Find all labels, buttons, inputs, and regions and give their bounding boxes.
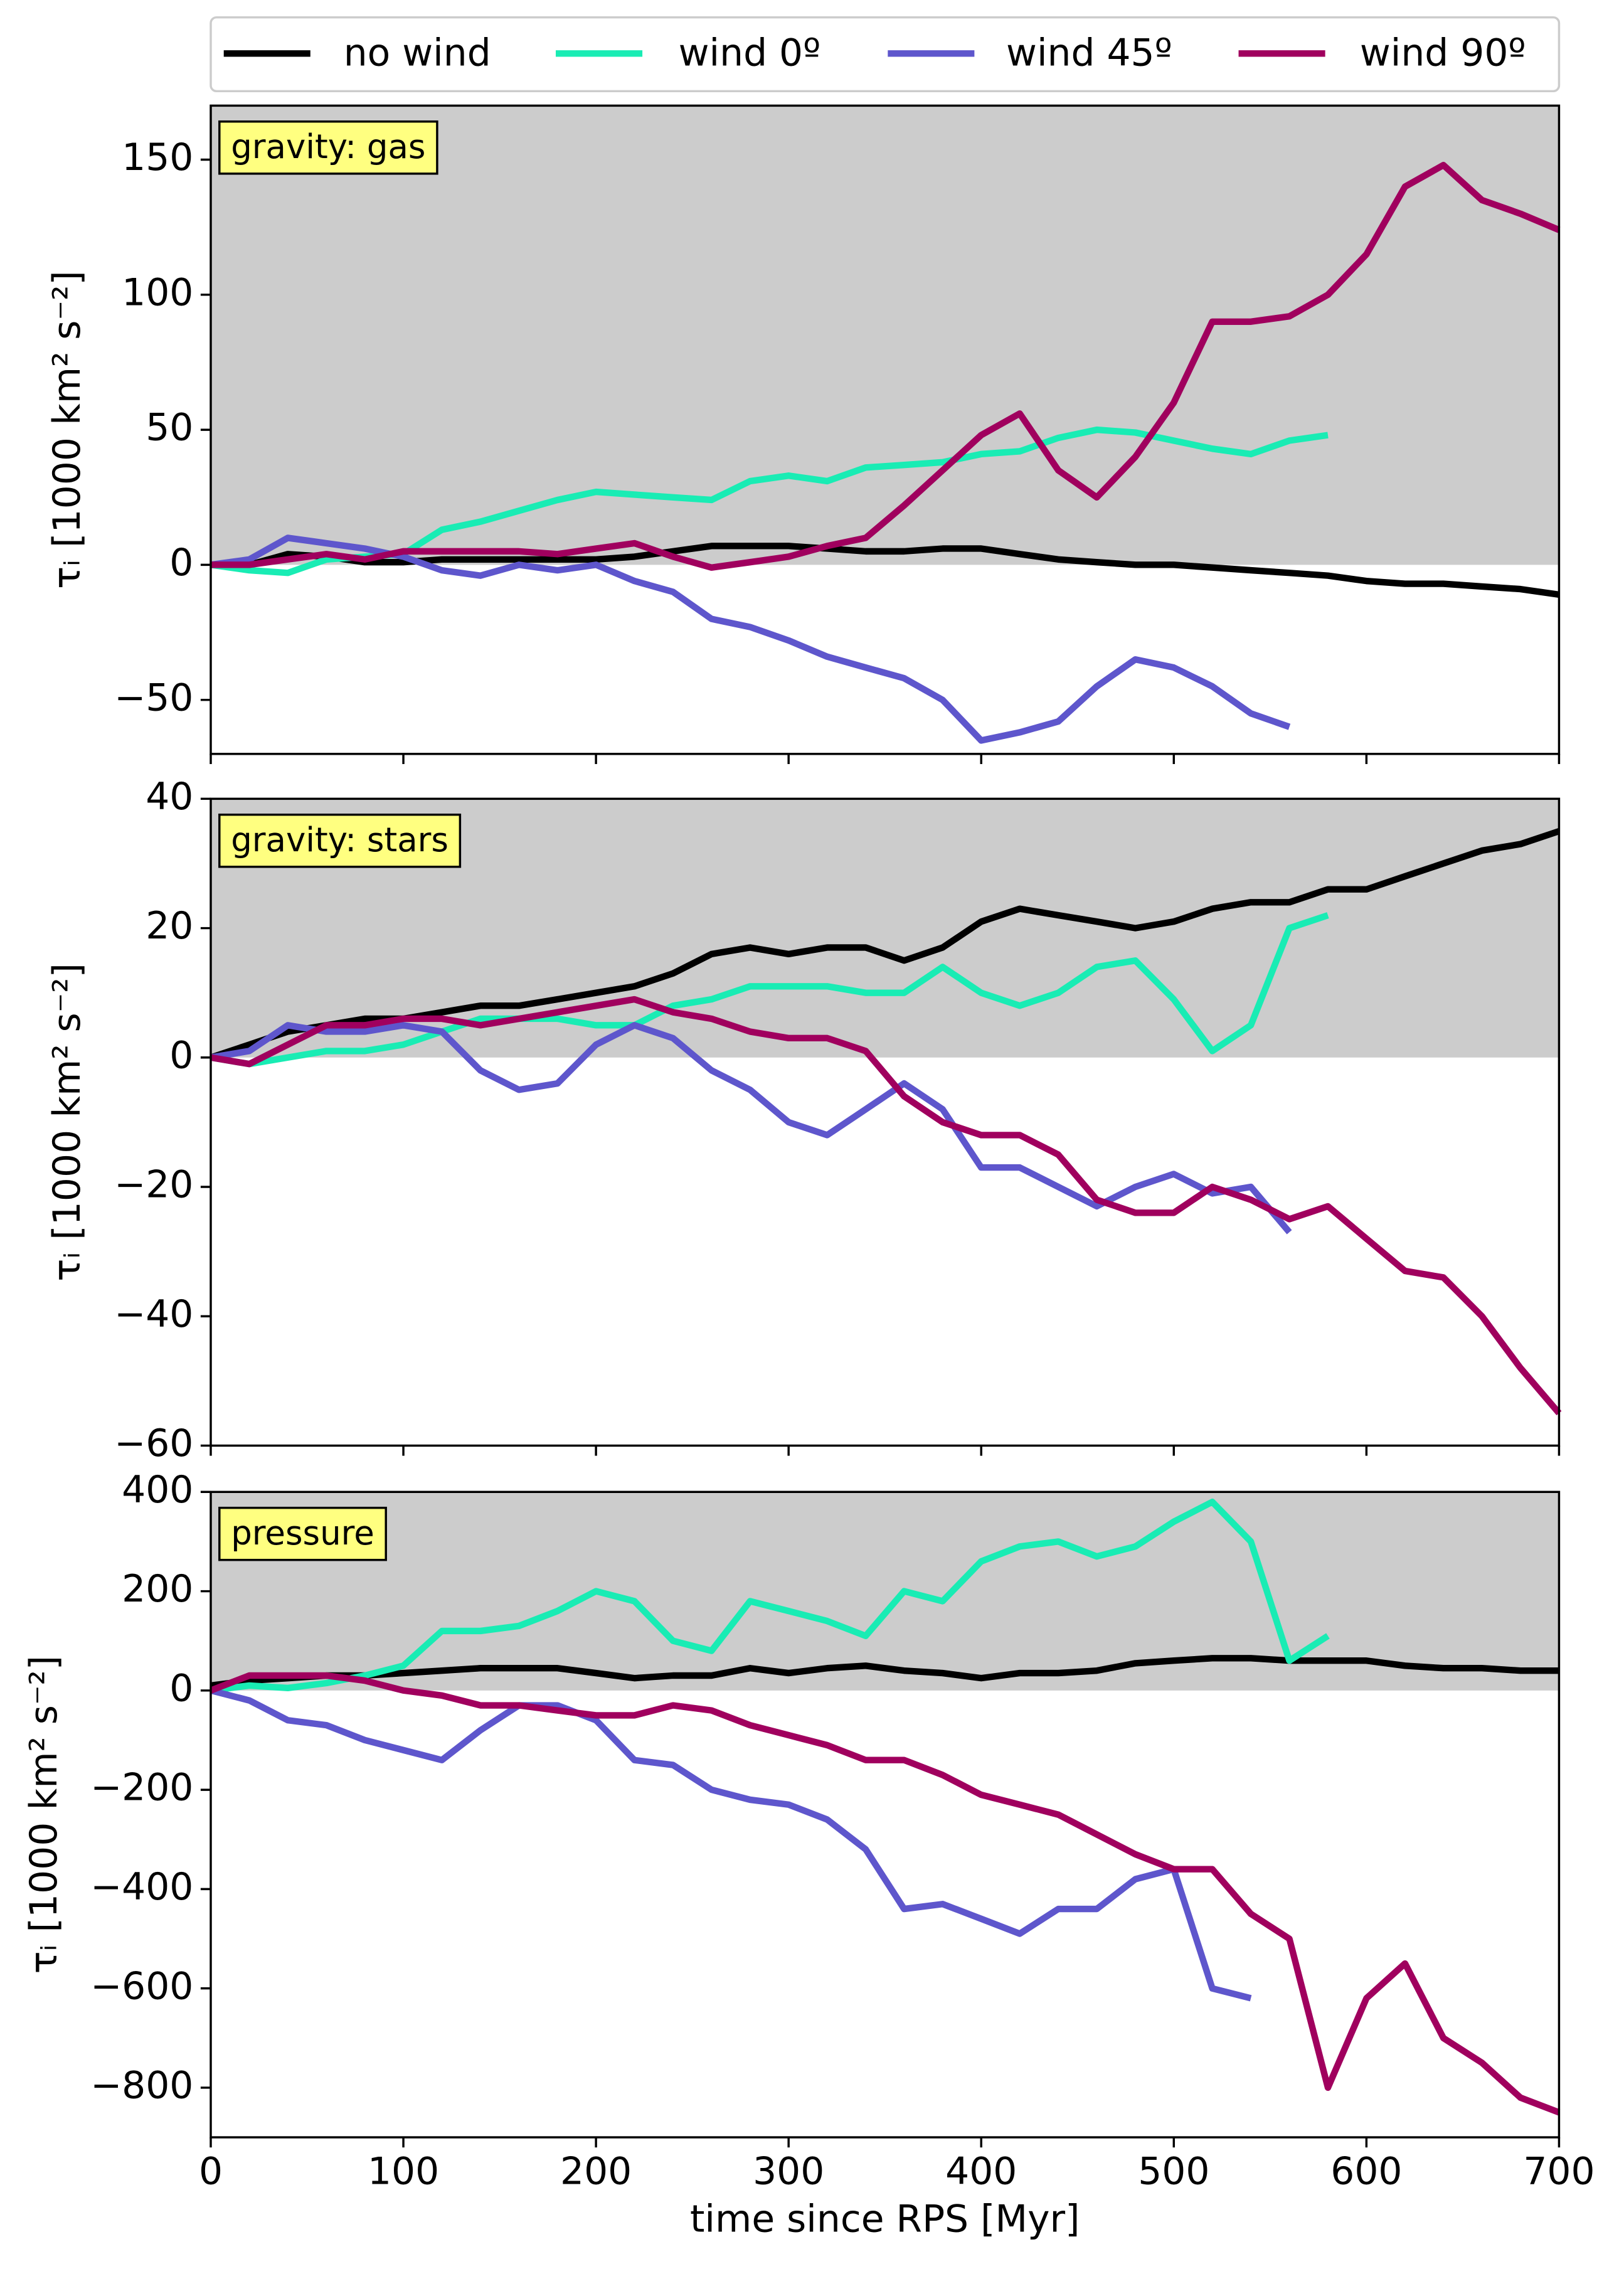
annotation: pressure (218, 1506, 387, 1561)
series-line (210, 543, 1560, 598)
annotation-box (218, 120, 438, 175)
x-tick-label: 100 (368, 2149, 439, 2193)
y-tick-label: −800 (90, 2063, 193, 2107)
y-tick-label: 0 (169, 541, 193, 585)
y-tick-label: −200 (90, 1766, 193, 1810)
legend-label: no wind (344, 31, 491, 75)
series-line (210, 912, 1329, 1068)
x-tick-label: 300 (753, 2149, 824, 2193)
annotation-text: gravity: stars (231, 821, 448, 859)
y-tick-label: 40 (146, 775, 193, 819)
y-axis-label: τᵢ [1000 km² s⁻²] (45, 270, 89, 588)
series-line (210, 1672, 1561, 2116)
series-line (210, 996, 1562, 1416)
series-line (210, 534, 1291, 744)
legend-label: wind 90º (1360, 31, 1526, 75)
y-tick-label: −600 (90, 1964, 193, 2008)
y-tick-label: 150 (122, 136, 193, 179)
series-line (210, 1655, 1559, 1689)
y-axis-label: τᵢ [1000 km² s⁻²] (22, 1655, 66, 1974)
positive-region (210, 105, 1559, 565)
x-tick-label: 400 (945, 2149, 1017, 2193)
x-tick-label: 600 (1330, 2149, 1402, 2193)
y-tick-label: −400 (90, 1865, 193, 1909)
annotation-box (218, 1506, 387, 1561)
annotation-box (218, 813, 462, 868)
x-tick-label: 700 (1523, 2149, 1595, 2193)
series-line (210, 1498, 1330, 1694)
y-tick-label: −50 (114, 676, 193, 720)
y-tick-label: 0 (169, 1666, 193, 1710)
y-tick-label: −20 (114, 1163, 193, 1207)
annotation-text: gravity: gas (231, 128, 425, 166)
legend-box (210, 16, 1561, 93)
y-tick-label: 200 (122, 1567, 193, 1611)
y-tick-label: 400 (122, 1468, 193, 1512)
series-line (210, 1687, 1252, 2002)
y-tick-label: 0 (169, 1033, 193, 1077)
plot-frame (210, 1491, 1561, 2139)
x-tick-label: 200 (560, 2149, 632, 2193)
x-tick-label: 0 (199, 2149, 223, 2193)
annotation: gravity: gas (218, 120, 438, 175)
y-tick-label: −40 (114, 1292, 193, 1336)
annotation: gravity: stars (218, 813, 462, 868)
plot-frame (210, 797, 1561, 1447)
legend-label: wind 0º (679, 31, 821, 75)
y-tick-label: −60 (114, 1421, 193, 1465)
y-tick-label: 20 (146, 904, 193, 948)
series-line (210, 162, 1561, 571)
x-axis-label: time since RPS [Myr] (690, 2197, 1080, 2241)
annotation-text: pressure (231, 1514, 374, 1553)
y-tick-label: 50 (146, 406, 193, 450)
x-tick-label: 500 (1138, 2149, 1209, 2193)
y-axis-label: τᵢ [1000 km² s⁻²] (45, 963, 89, 1281)
y-tick-label: 100 (122, 270, 193, 314)
series-line (210, 1022, 1292, 1235)
series-line (210, 828, 1561, 1061)
legend-label: wind 45º (1006, 31, 1172, 75)
